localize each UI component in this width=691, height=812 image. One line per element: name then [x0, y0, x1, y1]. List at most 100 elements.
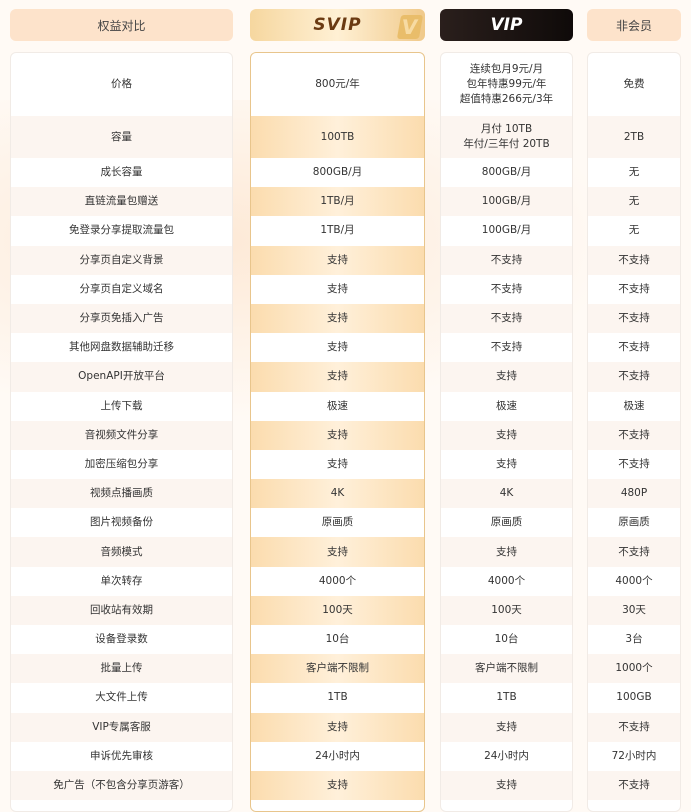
- free-cell: 不支持: [618, 341, 650, 354]
- free-cell: 不支持: [618, 282, 650, 295]
- vip-cell: 1TB: [496, 691, 517, 704]
- vip-cell: 支持: [441, 420, 572, 450]
- feature-cell: 价格: [111, 78, 132, 90]
- svip-v-logo-icon: V: [396, 15, 424, 39]
- vip-cell: 10台: [494, 633, 519, 646]
- svip-cell: 支持: [251, 712, 424, 742]
- free-cell: 无: [628, 166, 640, 179]
- vip-cell: 不支持: [441, 245, 572, 275]
- feature-cell: 音频模式: [11, 537, 232, 567]
- vip-cell: 支持: [441, 770, 572, 801]
- free-cell: 不支持: [588, 420, 680, 450]
- vip-cell: 100天: [441, 595, 572, 625]
- svip-cell: 100TB: [251, 116, 424, 158]
- svip-cell: 支持: [251, 537, 424, 567]
- free-cell: 不支持: [588, 303, 680, 334]
- free-cell: 72小时内: [611, 749, 657, 762]
- free-cell: 3台: [625, 633, 643, 646]
- svip-cell: 800元/年: [315, 78, 360, 90]
- svip-cell: 24小时内: [315, 749, 360, 762]
- feature-cell: 加密压缩包分享: [84, 457, 159, 470]
- vip-cell: 月付 10TB 年付/三年付 20TB: [441, 116, 572, 158]
- free-cell: 4000个: [615, 574, 653, 587]
- free-cell: 无: [628, 224, 640, 237]
- vip-cell: 800GB/月: [481, 166, 532, 179]
- svip-cell: 支持: [251, 420, 424, 450]
- feature-cell: 设备登录数: [95, 633, 148, 646]
- feature-cell: 免登录分享提取流量包: [69, 224, 174, 237]
- free-cell: 2TB: [588, 116, 680, 158]
- feature-cell: 容量: [11, 116, 232, 158]
- vip-cell: 连续包月9元/月 包年特惠99元/年 超值特惠266元/3年: [459, 63, 554, 105]
- feature-cell: 视频点播画质: [11, 479, 232, 509]
- feature-cell: 回收站有效期: [11, 595, 232, 625]
- svip-label: SVIP: [313, 15, 362, 35]
- svip-cell: 4000个: [318, 574, 357, 587]
- svip-cell: 800GB/月: [312, 166, 363, 179]
- header-features: 权益对比: [10, 9, 233, 41]
- free-cell: 原画质: [618, 516, 650, 529]
- header-svip[interactable]: SVIP V: [250, 9, 425, 41]
- svip-cell: 支持: [327, 457, 348, 470]
- vip-cell: 支持: [441, 537, 572, 567]
- free-cell: 30天: [588, 595, 680, 625]
- free-cell: 不支持: [618, 457, 650, 470]
- feature-cell: 申诉优先审核: [90, 749, 153, 762]
- free-cell: 无: [588, 187, 680, 217]
- feature-cell: 音视频文件分享: [11, 420, 232, 450]
- vip-cell: 不支持: [441, 303, 572, 334]
- svip-cell: 支持: [251, 303, 424, 334]
- feature-cell: 成长容量: [100, 166, 143, 179]
- vip-cell: 4000个: [487, 574, 526, 587]
- svip-cell: 支持: [327, 282, 348, 295]
- feature-cell: 直链流量包赠送: [11, 187, 232, 217]
- vip-cell: 支持: [441, 362, 572, 392]
- svip-cell: 支持: [251, 245, 424, 275]
- free-cell: 不支持: [588, 537, 680, 567]
- free-cell: 不支持: [588, 712, 680, 742]
- feature-cell: VIP专属客服: [11, 712, 232, 742]
- svip-cell: 1TB: [327, 691, 348, 704]
- feature-cell: 分享页免插入广告: [11, 303, 232, 334]
- header-vip[interactable]: VIP: [440, 9, 573, 41]
- svip-cell: 支持: [327, 341, 348, 354]
- svip-cell: 100天: [251, 595, 424, 625]
- svip-cell: 10台: [325, 633, 350, 646]
- free-cell: 免费: [623, 78, 645, 90]
- free-cell: 不支持: [588, 770, 680, 801]
- feature-cell: 免广告（不包含分享页游客）: [11, 770, 232, 801]
- free-cell: 480P: [588, 479, 680, 509]
- svip-column: 800元/年 100TB 800GB/月 1TB/月 1TB/月 支持 支持 支持 支持 支持 极速…: [250, 52, 425, 812]
- vip-cell: 不支持: [490, 282, 523, 295]
- feature-cell: 上传下载: [100, 399, 143, 412]
- vip-cell: 支持: [496, 457, 517, 470]
- svip-cell: 4K: [251, 479, 424, 509]
- free-column: 免费 2TB 无无无不支持 不支持 不支持 不支持 不支持 极速 不支持 不支持 480P 原画质 不支…: [587, 52, 681, 812]
- feature-cell: 大文件上传: [95, 691, 148, 704]
- feature-cell: 图片视频备份: [90, 516, 153, 529]
- vip-column: 连续包月9元/月 包年特惠99元/年 超值特惠266元/3年 月付 10TB 年付/三年…: [440, 52, 573, 812]
- vip-cell: 客户端不限制: [441, 654, 572, 684]
- svip-cell: 原画质: [321, 516, 354, 529]
- svip-cell: 极速: [327, 399, 348, 412]
- svip-cell: 支持: [251, 362, 424, 392]
- free-cell: 100GB: [616, 691, 652, 704]
- vip-cell: 不支持: [490, 341, 523, 354]
- vip-cell: 极速: [496, 399, 517, 412]
- feature-cell: 单次转存: [100, 574, 143, 587]
- svip-cell: 客户端不限制: [251, 654, 424, 684]
- vip-cell: 100GB/月: [441, 187, 572, 217]
- free-cell: 1000个: [588, 654, 680, 684]
- vip-cell: 100GB/月: [481, 224, 532, 237]
- vip-cell: 24小时内: [484, 749, 529, 762]
- features-column: 价格 容量 成长容量 直链流量包赠送 免登录分享提取流量包 分享页自定义背景 分享页自定义域…: [10, 52, 233, 812]
- feature-cell: 分享页自定义域名: [79, 282, 164, 295]
- free-cell: 不支持: [588, 362, 680, 392]
- free-cell: 极速: [623, 399, 645, 412]
- svip-cell: 支持: [251, 770, 424, 801]
- header-free[interactable]: 非会员: [587, 9, 681, 41]
- svip-cell: 1TB/月: [320, 224, 355, 237]
- feature-cell: 其他网盘数据辅助迁移: [69, 341, 174, 354]
- free-cell: 不支持: [588, 245, 680, 275]
- feature-cell: 批量上传: [11, 654, 232, 684]
